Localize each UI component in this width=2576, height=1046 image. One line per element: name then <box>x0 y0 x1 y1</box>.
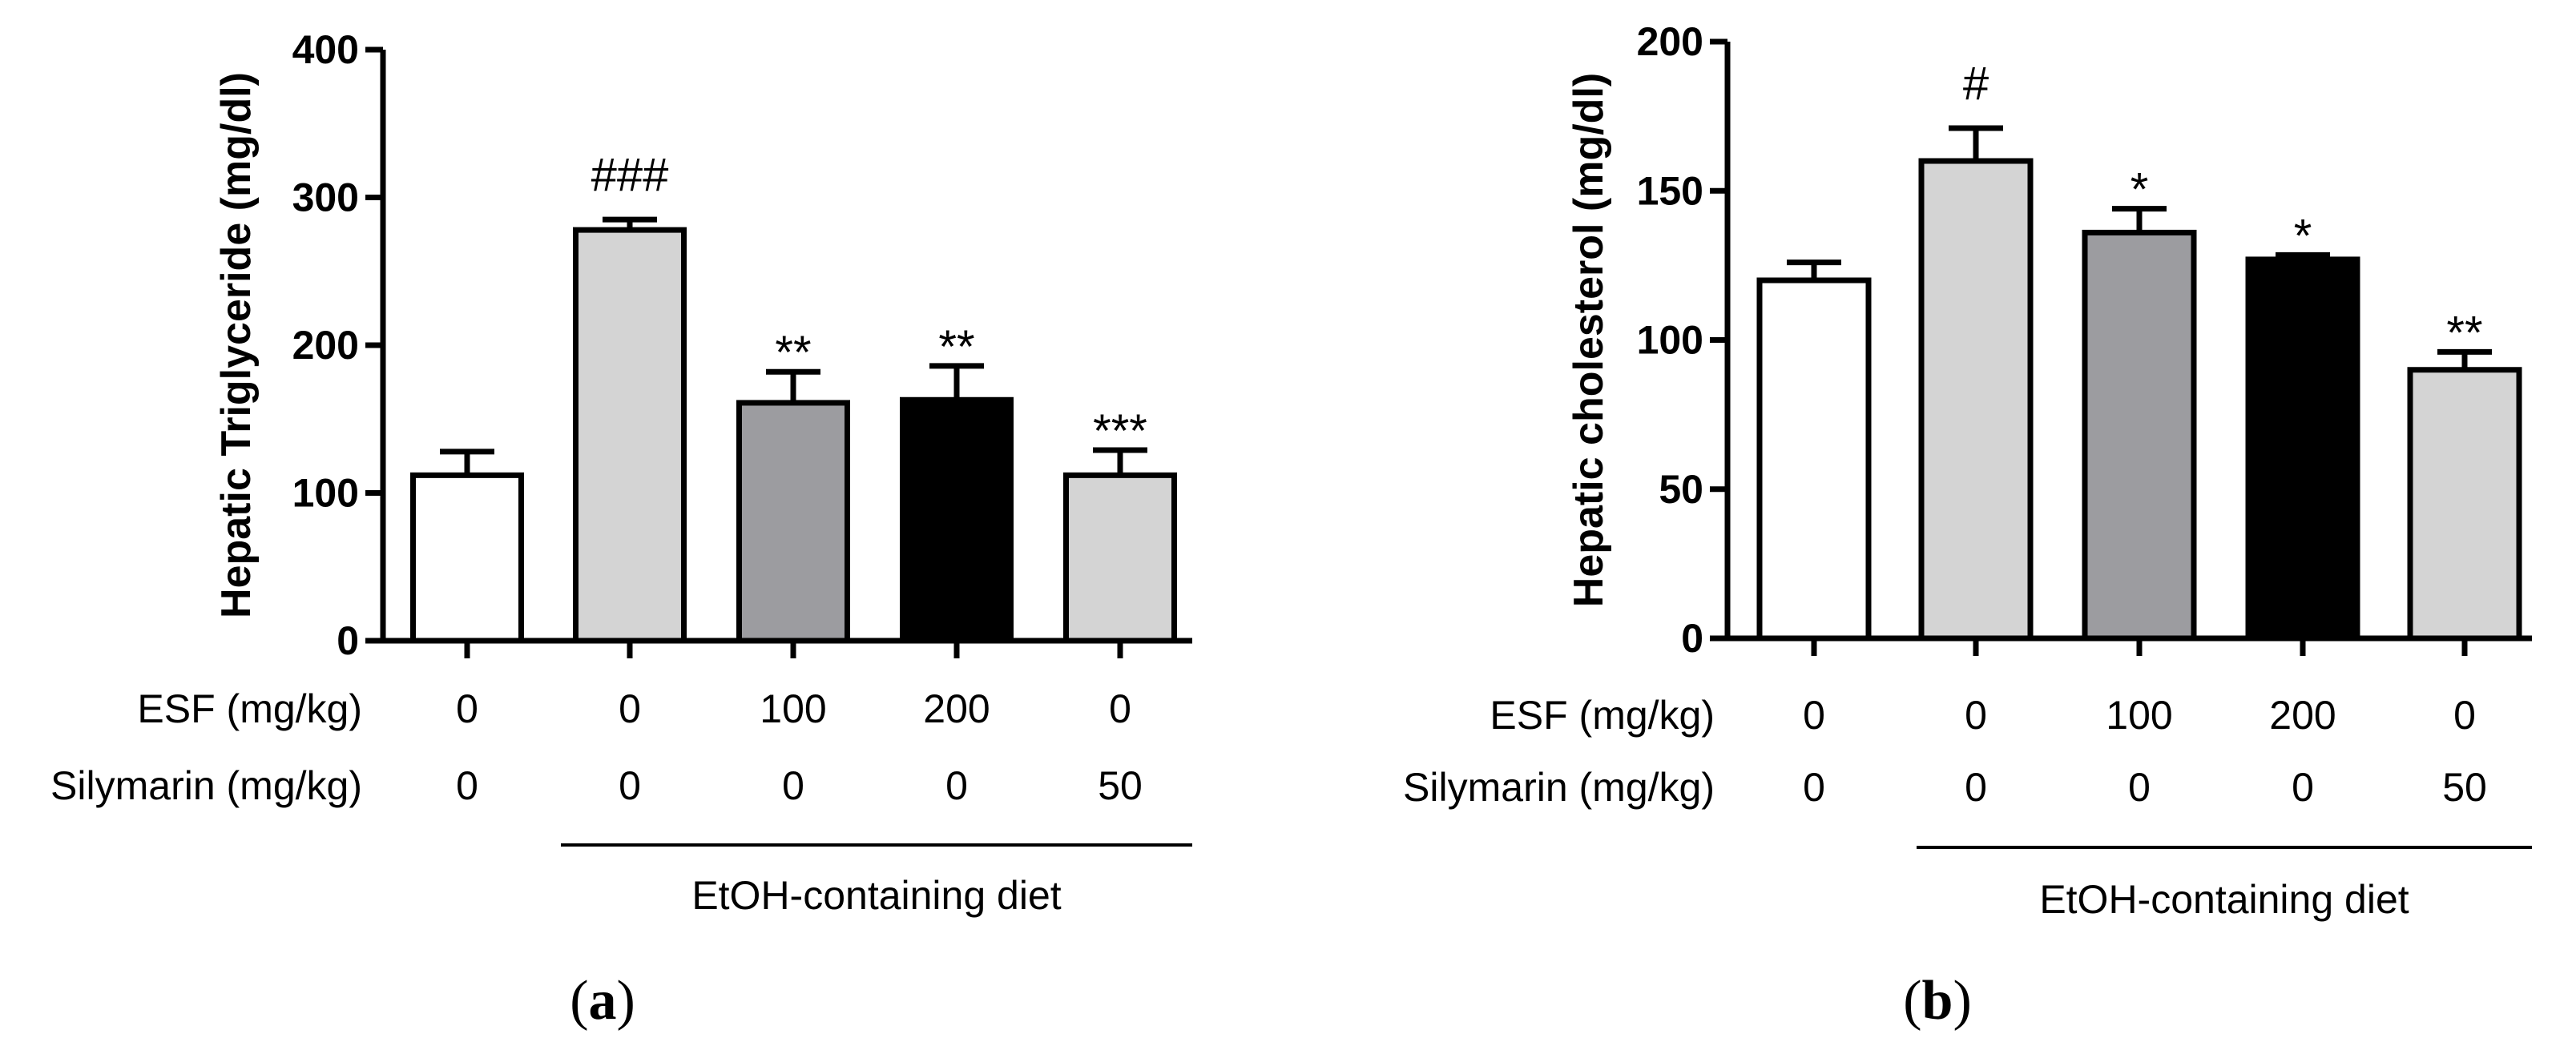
silymarin-dose-value: 0 <box>2128 765 2151 810</box>
esf-dose-value: 0 <box>619 686 641 731</box>
silymarin-dose-value: 0 <box>2292 765 2314 810</box>
esf-row-label: ESF (mg/kg) <box>137 686 362 731</box>
silymarin-dose-value: 0 <box>945 763 968 808</box>
silymarin-dose-value: 0 <box>782 763 804 808</box>
esf-dose-value: 0 <box>1803 693 1825 738</box>
panel-label: (b) <box>1903 970 1972 1032</box>
esf-dose-value: 200 <box>923 686 990 731</box>
y-tick-label: 200 <box>292 323 359 368</box>
bar <box>573 227 687 644</box>
esf-dose-value: 0 <box>456 686 478 731</box>
esf-dose-value: 200 <box>2269 693 2336 738</box>
bar <box>1063 472 1177 644</box>
panel-label: (a) <box>570 970 635 1032</box>
y-tick-label: 0 <box>337 618 359 663</box>
panel-label-open-paren: ( <box>570 970 588 1032</box>
bar <box>410 472 524 644</box>
bar <box>736 400 850 644</box>
significance-marker: * <box>2294 210 2312 262</box>
y-axis-title: Hepatic Triglyceride (mg/dl) <box>213 72 260 618</box>
silymarin-dose-value: 0 <box>456 763 478 808</box>
y-tick-label: 200 <box>1637 19 1703 64</box>
y-tick-label: 0 <box>1681 616 1703 661</box>
significance-marker: *** <box>1093 405 1147 457</box>
panel-label-open-paren: ( <box>1903 970 1921 1032</box>
significance-marker: # <box>1963 58 1989 110</box>
esf-dose-value: 0 <box>1109 686 1131 731</box>
panel-a-chart: 0 100 200 300 400 Hepatic Triglyceride (mg/dl… <box>50 27 1192 1032</box>
silymarin-dose-value: 50 <box>1098 763 1143 808</box>
bar <box>1756 277 1872 642</box>
significance-marker: * <box>2131 164 2149 216</box>
group-label: EtOH-containing diet <box>691 873 1061 918</box>
bar <box>2245 256 2360 642</box>
esf-dose-value: 100 <box>2106 693 2172 738</box>
silymarin-dose-value: 0 <box>619 763 641 808</box>
significance-marker: ** <box>775 327 811 379</box>
bar <box>2407 367 2522 642</box>
y-tick-label: 100 <box>1637 318 1703 363</box>
y-tick-label: 400 <box>292 27 359 72</box>
panel-label-close-paren: ) <box>617 970 635 1032</box>
silymarin-row-label: Silymarin (mg/kg) <box>1403 765 1715 810</box>
silymarin-dose-value: 0 <box>1965 765 1987 810</box>
panel-label-close-paren: ) <box>1953 970 1971 1032</box>
y-tick-label: 100 <box>292 471 359 516</box>
esf-dose-value: 0 <box>2453 693 2476 738</box>
y-tick-label: 150 <box>1637 168 1703 213</box>
bar <box>900 396 1014 644</box>
significance-marker: ** <box>2446 307 2482 359</box>
esf-row-label: ESF (mg/kg) <box>1490 693 1715 738</box>
group-label: EtOH-containing diet <box>2039 877 2409 922</box>
bar <box>2082 229 2197 642</box>
y-axis-title: Hepatic cholesterol (mg/dl) <box>1566 73 1612 607</box>
esf-dose-value: 100 <box>760 686 826 731</box>
esf-dose-value: 0 <box>1965 693 1987 738</box>
significance-marker: ** <box>938 321 974 373</box>
y-tick-label: 300 <box>292 175 359 220</box>
y-tick-label: 50 <box>1659 467 1703 512</box>
silymarin-dose-value: 50 <box>2442 765 2487 810</box>
significance-marker: ### <box>591 149 669 201</box>
panel-label-letter: b <box>1922 970 1953 1032</box>
silymarin-row-label: Silymarin (mg/kg) <box>50 763 362 808</box>
panel-label-letter: a <box>589 970 617 1032</box>
silymarin-dose-value: 0 <box>1803 765 1825 810</box>
panel-b-chart: 0 50 100 150 200 Hepatic cholesterol (mg/dl) 0… <box>1403 19 2532 1032</box>
bar <box>1918 158 2034 642</box>
